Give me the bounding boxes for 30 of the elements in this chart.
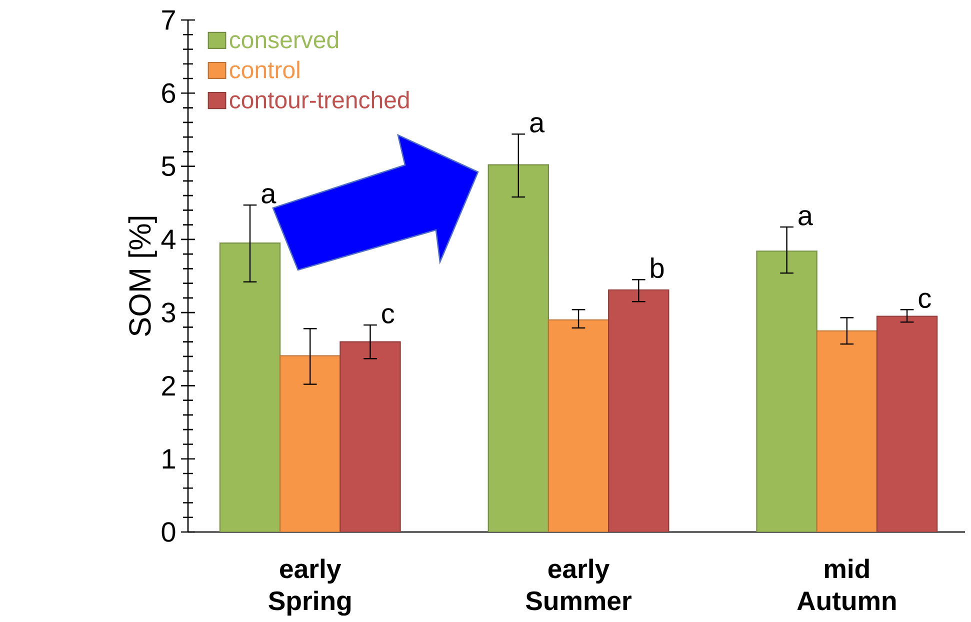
annotation: a [798,210,813,226]
annotation: a [262,188,276,204]
annotation: b [651,258,664,278]
y-tick-label: 4 [161,230,176,250]
x-tick-label: mid Autumn [797,558,896,610]
annotation: c [918,292,931,308]
legend-label: conserved [230,30,338,48]
x-tick-label: early Summer [526,558,632,610]
y-tick-label: 7 [162,10,175,30]
legend-label: contour-trenched [230,90,409,108]
annotation: a [530,117,545,132]
bar [340,341,401,532]
y-tick-label: 5 [162,156,176,176]
x-tick-label: early Spring [268,558,351,616]
y-tick-label: 3 [162,302,176,322]
bar [608,289,670,532]
bar [816,330,878,532]
y-tick-label: 0 [162,522,176,542]
y-tick-label: 2 [162,376,175,396]
y-tick-label: 1 [162,449,175,468]
bar [488,164,549,532]
bar [756,250,818,532]
y-tick-label: 6 [162,83,176,104]
y-axis-title: SOM [%] [128,216,157,336]
annotation: c [382,308,394,324]
bar [876,316,938,532]
bar [548,319,610,532]
bar [280,355,341,532]
legend-label: control [230,60,300,78]
bar [219,242,281,532]
